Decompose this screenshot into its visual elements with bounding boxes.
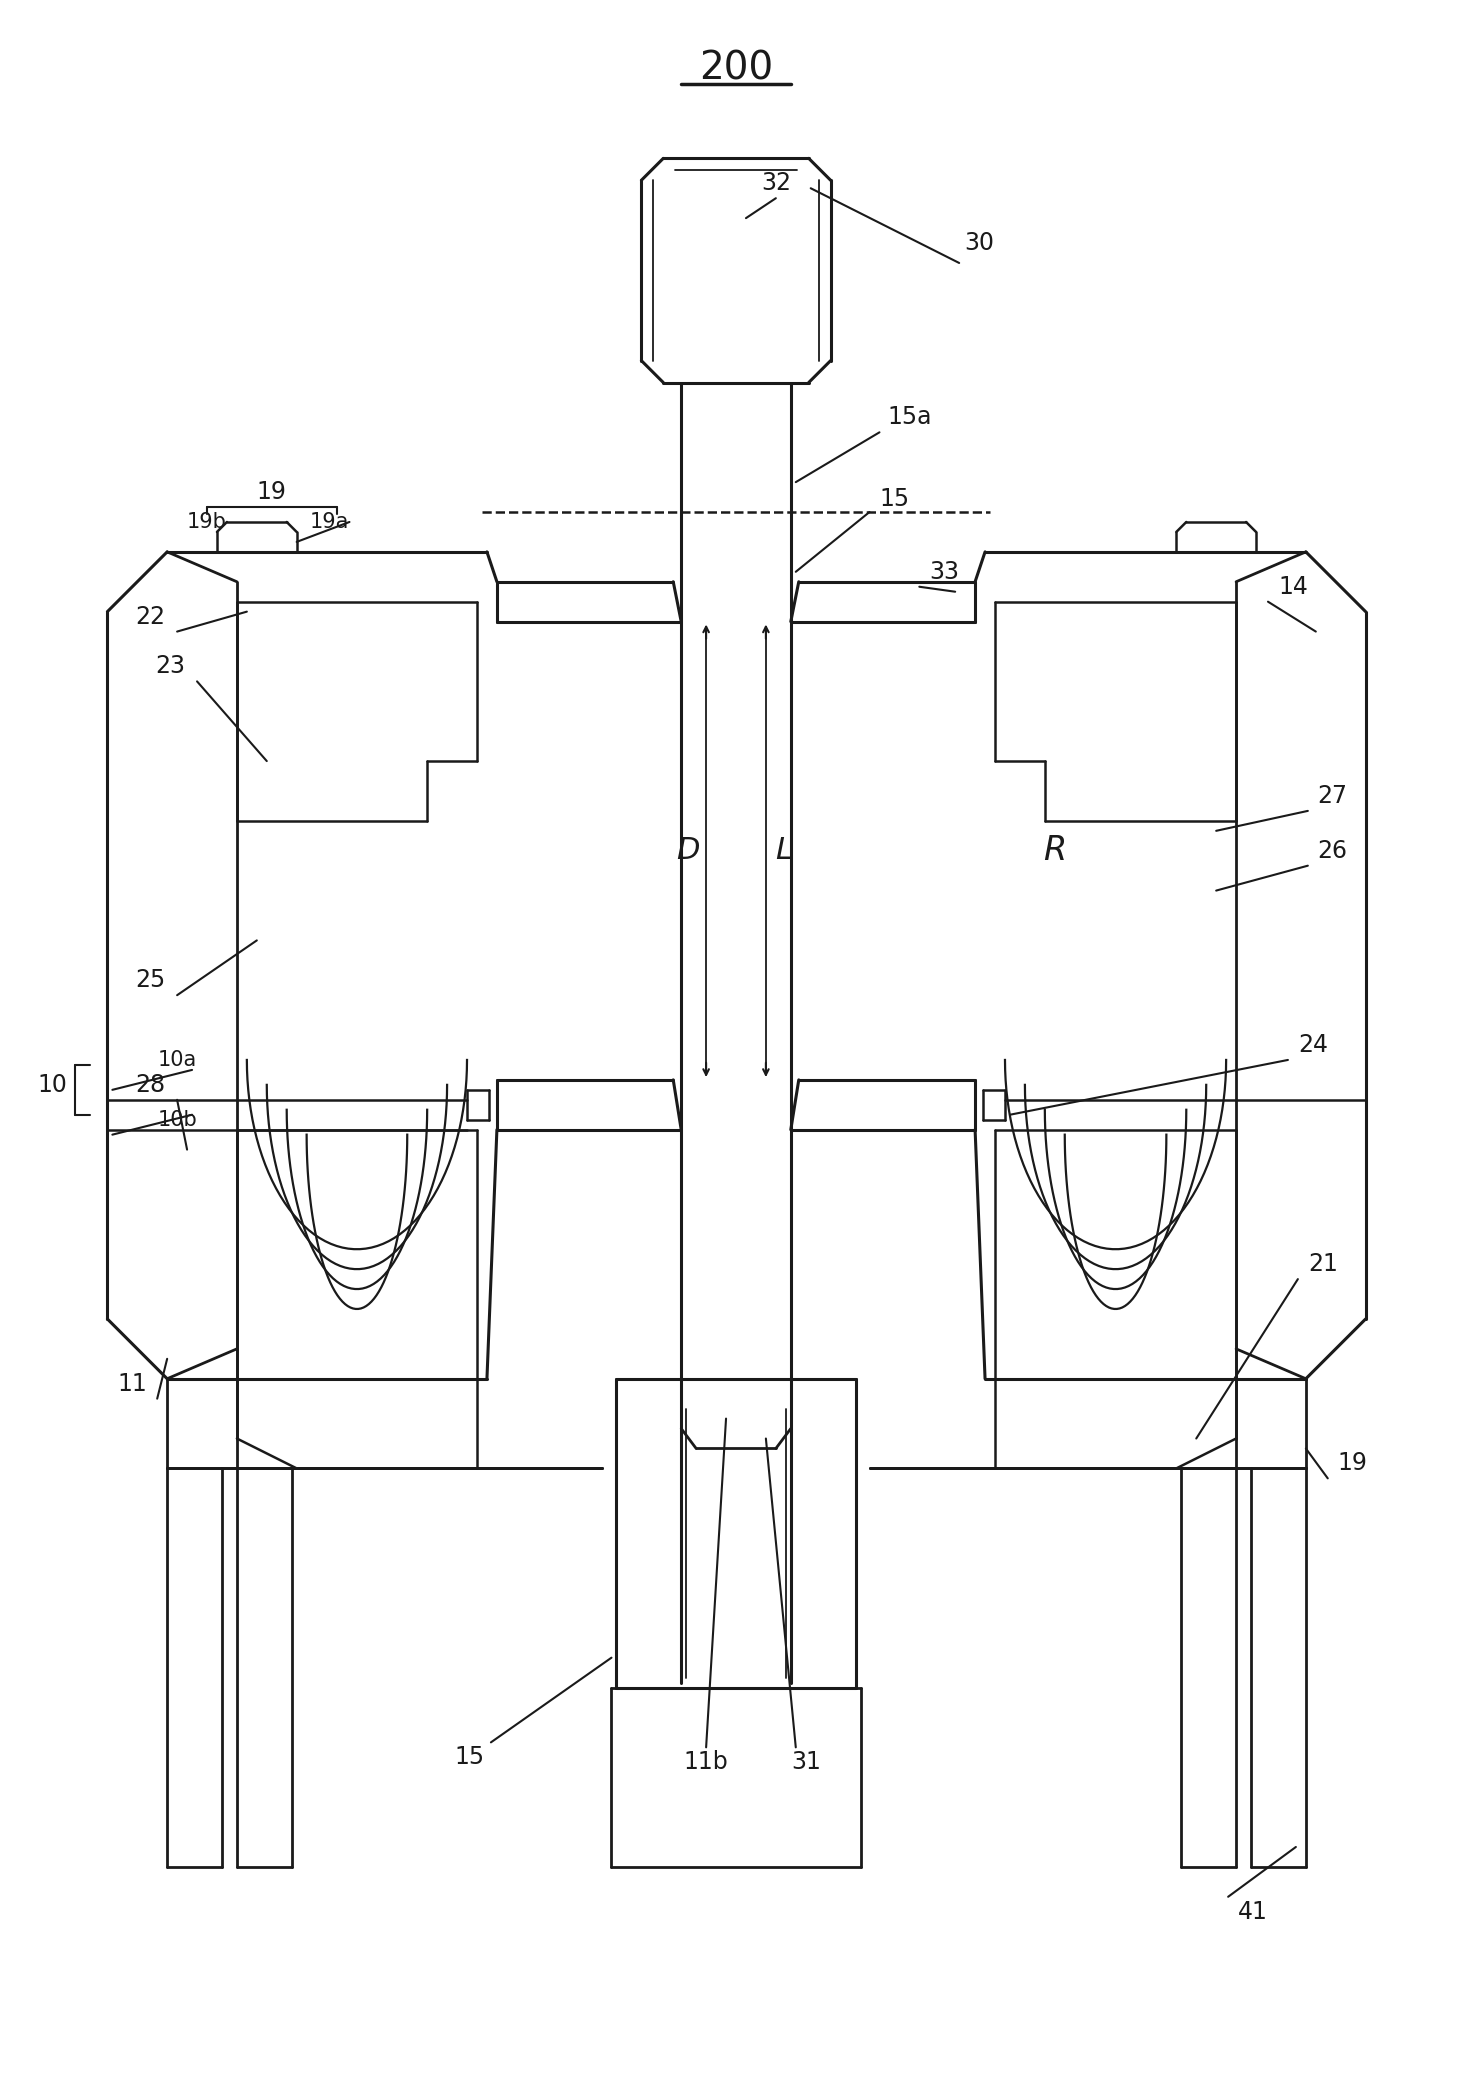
- Text: 10: 10: [38, 1073, 68, 1098]
- Text: 33: 33: [929, 560, 959, 583]
- Text: 26: 26: [1318, 838, 1348, 864]
- Text: 200: 200: [698, 50, 773, 88]
- Text: L: L: [775, 836, 792, 866]
- Text: 19: 19: [1337, 1451, 1367, 1476]
- Text: 24: 24: [1298, 1033, 1327, 1058]
- Text: 25: 25: [136, 968, 165, 993]
- Text: 11b: 11b: [683, 1750, 729, 1775]
- Text: R: R: [1043, 834, 1066, 868]
- Text: 10a: 10a: [158, 1050, 197, 1071]
- Text: 15: 15: [454, 1746, 485, 1769]
- Text: 19: 19: [256, 481, 287, 504]
- Text: 41: 41: [1239, 1901, 1268, 1924]
- Text: 19b: 19b: [187, 512, 227, 531]
- Text: 32: 32: [762, 171, 791, 194]
- Text: 10b: 10b: [158, 1110, 197, 1129]
- Text: 19a: 19a: [309, 512, 349, 531]
- Text: 15: 15: [879, 487, 909, 510]
- Text: D: D: [676, 836, 700, 866]
- Text: 27: 27: [1318, 784, 1348, 807]
- Text: 23: 23: [155, 654, 186, 677]
- Text: 22: 22: [136, 604, 165, 629]
- Text: 21: 21: [1308, 1253, 1337, 1276]
- Text: 28: 28: [136, 1073, 165, 1098]
- Text: 15a: 15a: [887, 406, 931, 429]
- Text: 30: 30: [965, 230, 994, 255]
- Text: 11: 11: [118, 1372, 147, 1395]
- Text: 31: 31: [791, 1750, 820, 1775]
- Text: 14: 14: [1279, 575, 1308, 598]
